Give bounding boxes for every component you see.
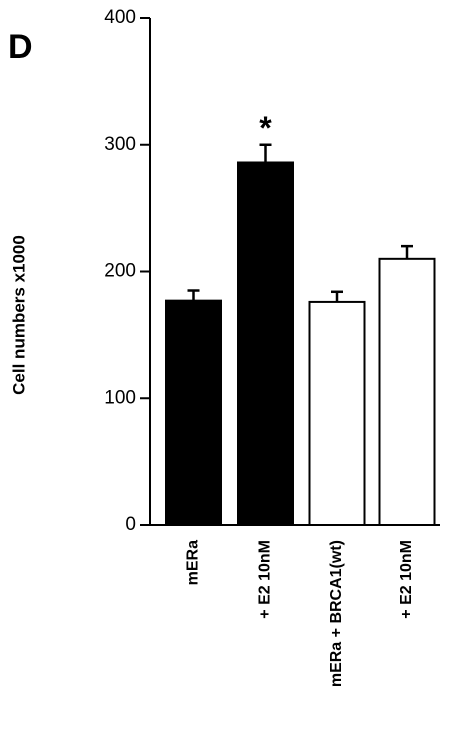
x-tick-label: mERa [185, 540, 202, 585]
bar [237, 161, 294, 526]
x-tick-label: + E2 10nM [398, 540, 415, 619]
bar [378, 257, 436, 526]
x-tick-label: + E2 10nM [257, 540, 274, 619]
y-tick-label: 100 [104, 387, 136, 408]
y-tick-label: 400 [104, 7, 136, 28]
annotation: * [259, 110, 272, 146]
y-tick-label: 200 [104, 261, 136, 282]
y-axis-label: Cell numbers x1000 [9, 235, 28, 395]
y-tick-label: 300 [104, 134, 136, 155]
bar [308, 300, 366, 527]
y-tick-label: 0 [125, 514, 136, 535]
x-tick-label: mERa + BRCA1(wt) [328, 540, 345, 687]
panel-label: D [8, 28, 33, 66]
bar [165, 299, 222, 526]
